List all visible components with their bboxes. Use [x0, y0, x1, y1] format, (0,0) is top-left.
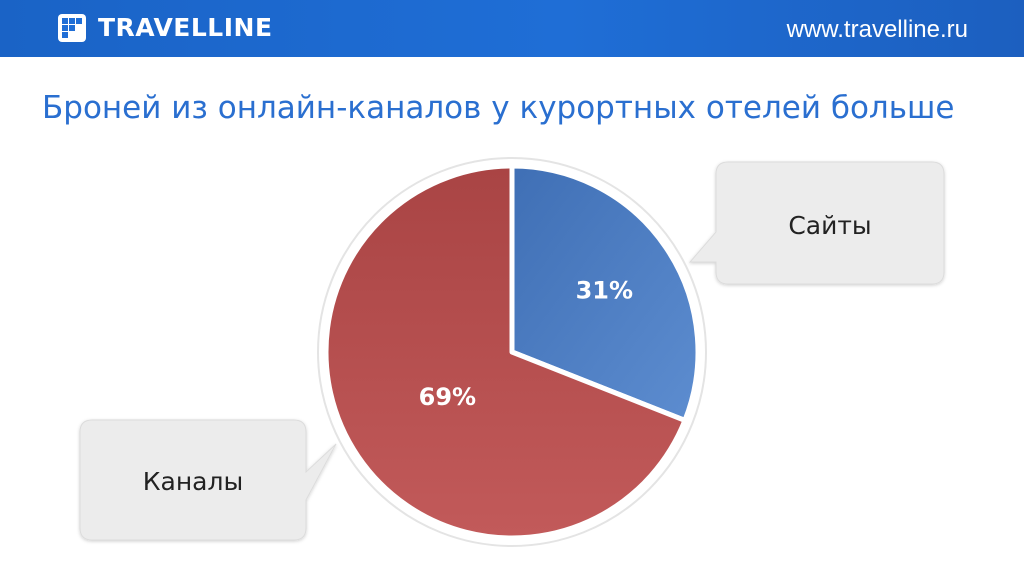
header-bar: TRAVELLINE www.travelline.ru: [0, 0, 1024, 57]
slide-title: Броней из онлайн-каналов у курортных оте…: [42, 90, 955, 126]
logo-mark-icon: [58, 14, 86, 42]
callout-channels-label: Каналы: [143, 467, 243, 496]
callout-sites: [688, 161, 945, 285]
callout-channels: [79, 419, 337, 541]
pie-slices: [323, 163, 701, 541]
pie-slice-label-sites: 31%: [576, 276, 633, 304]
callout-sites-label: Сайты: [788, 211, 871, 240]
pie-slice-label-channels: 69%: [419, 383, 476, 411]
pie-labels: 31% 69%: [419, 276, 633, 411]
logo-text: TRAVELLINE: [98, 13, 273, 42]
pie-slice-sites: [509, 163, 701, 423]
pie-slice-channels: [323, 163, 688, 541]
travelline-logo[interactable]: TRAVELLINE: [58, 14, 273, 42]
site-url-link[interactable]: www.travelline.ru: [786, 16, 968, 43]
